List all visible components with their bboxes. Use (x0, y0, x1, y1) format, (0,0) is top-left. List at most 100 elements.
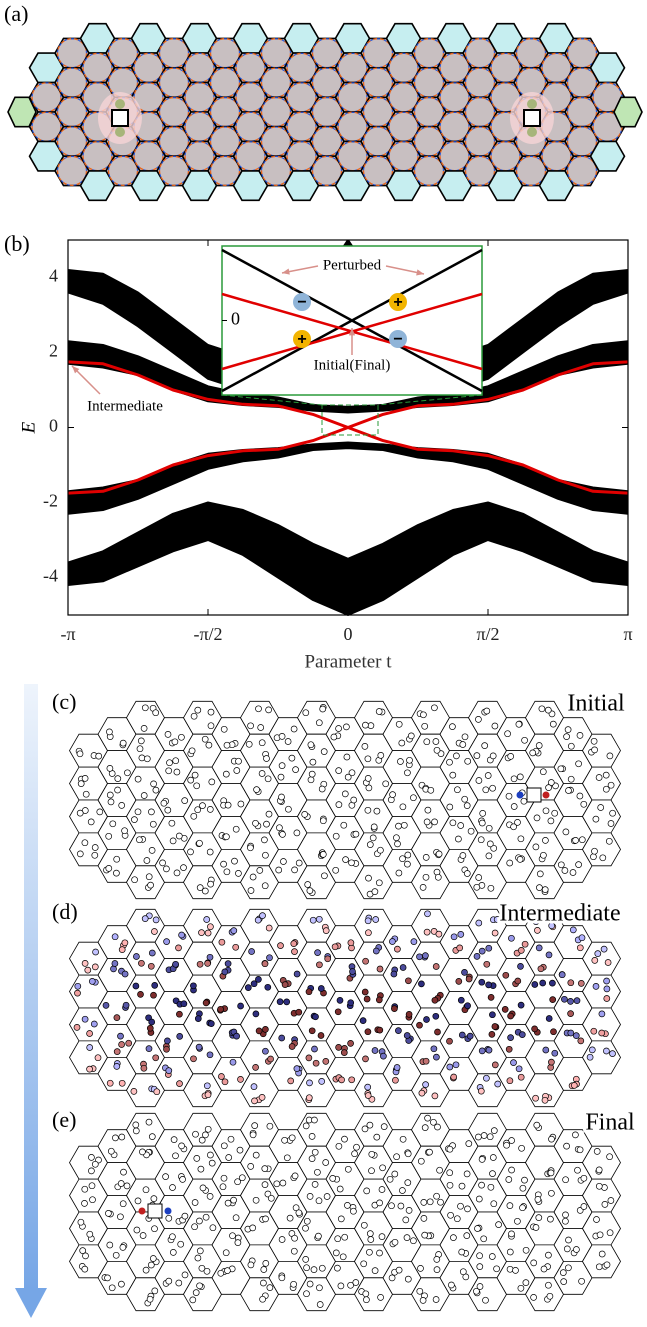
site (312, 1181, 318, 1187)
site (230, 1233, 236, 1239)
site (120, 740, 126, 746)
site (568, 1030, 574, 1036)
site (337, 1186, 343, 1192)
site (565, 727, 571, 733)
site (169, 1234, 175, 1240)
site (562, 868, 568, 874)
site (405, 1151, 411, 1157)
defect-site (115, 127, 125, 137)
site (135, 809, 141, 815)
site (238, 801, 244, 807)
site (304, 1218, 310, 1224)
site (479, 1048, 485, 1054)
site (482, 743, 488, 749)
site (207, 1152, 213, 1158)
site (434, 747, 440, 753)
site (376, 709, 382, 715)
site (389, 1275, 395, 1281)
site (333, 833, 339, 839)
site (374, 1134, 380, 1140)
site (262, 883, 268, 889)
site (266, 925, 272, 931)
site (366, 875, 372, 881)
site (277, 999, 283, 1005)
site (294, 830, 300, 836)
site (407, 757, 413, 763)
site (112, 961, 118, 967)
site (247, 845, 253, 851)
site (508, 1013, 514, 1019)
site (536, 945, 542, 951)
site (267, 1123, 273, 1129)
site (371, 824, 377, 830)
site (264, 756, 270, 762)
site (596, 1264, 602, 1270)
site (78, 1219, 84, 1225)
panel-d (70, 909, 621, 1106)
x-tick-label: π/2 (476, 624, 499, 644)
site (330, 1175, 336, 1181)
site (496, 1222, 502, 1228)
site (486, 1047, 492, 1053)
site (141, 793, 147, 799)
site (361, 1261, 367, 1267)
site (251, 1084, 257, 1090)
site (448, 1212, 454, 1218)
site (531, 1260, 537, 1266)
site (568, 743, 574, 749)
site (235, 1179, 241, 1185)
site (149, 1134, 155, 1140)
site (599, 1011, 605, 1017)
site (176, 945, 182, 951)
panel-b: -π-π/20π/2π-4-2024Parameter tE0−++−Pertu… (18, 240, 632, 672)
site (548, 1190, 554, 1196)
site (268, 1056, 274, 1062)
site (279, 763, 285, 769)
site (320, 818, 326, 824)
site (333, 867, 339, 873)
site (353, 831, 359, 837)
site (449, 724, 455, 730)
site (279, 1275, 285, 1281)
site (152, 1226, 158, 1232)
site (77, 810, 83, 816)
site (195, 1255, 201, 1261)
site (428, 787, 434, 793)
site (87, 1231, 93, 1237)
site (148, 882, 154, 888)
site (456, 978, 462, 984)
site (348, 1040, 354, 1046)
site (181, 865, 187, 871)
site (120, 1244, 126, 1250)
site (307, 1281, 313, 1287)
site (261, 837, 267, 843)
y-tick-label: -4 (43, 566, 58, 586)
site (576, 862, 582, 868)
site (223, 771, 229, 777)
site (344, 1202, 350, 1208)
site (425, 807, 431, 813)
site (602, 1201, 608, 1207)
site (507, 1078, 513, 1084)
y-tick-label: 4 (49, 266, 58, 286)
site (419, 1090, 425, 1096)
site (486, 825, 492, 831)
site (490, 785, 496, 791)
panel-label: (c) (52, 689, 76, 714)
site (352, 1151, 358, 1157)
site (427, 1149, 433, 1155)
site (550, 721, 556, 727)
site (395, 1028, 401, 1034)
site (533, 1225, 539, 1231)
site (522, 737, 528, 743)
site (279, 794, 285, 800)
site (521, 798, 527, 804)
site (367, 1231, 373, 1237)
site (138, 738, 144, 744)
site (511, 804, 517, 810)
site (276, 825, 282, 831)
site (486, 982, 492, 988)
arrow-shaft (24, 684, 38, 1290)
inset-y-tick-label: 0 (231, 309, 240, 329)
site (221, 1143, 227, 1149)
